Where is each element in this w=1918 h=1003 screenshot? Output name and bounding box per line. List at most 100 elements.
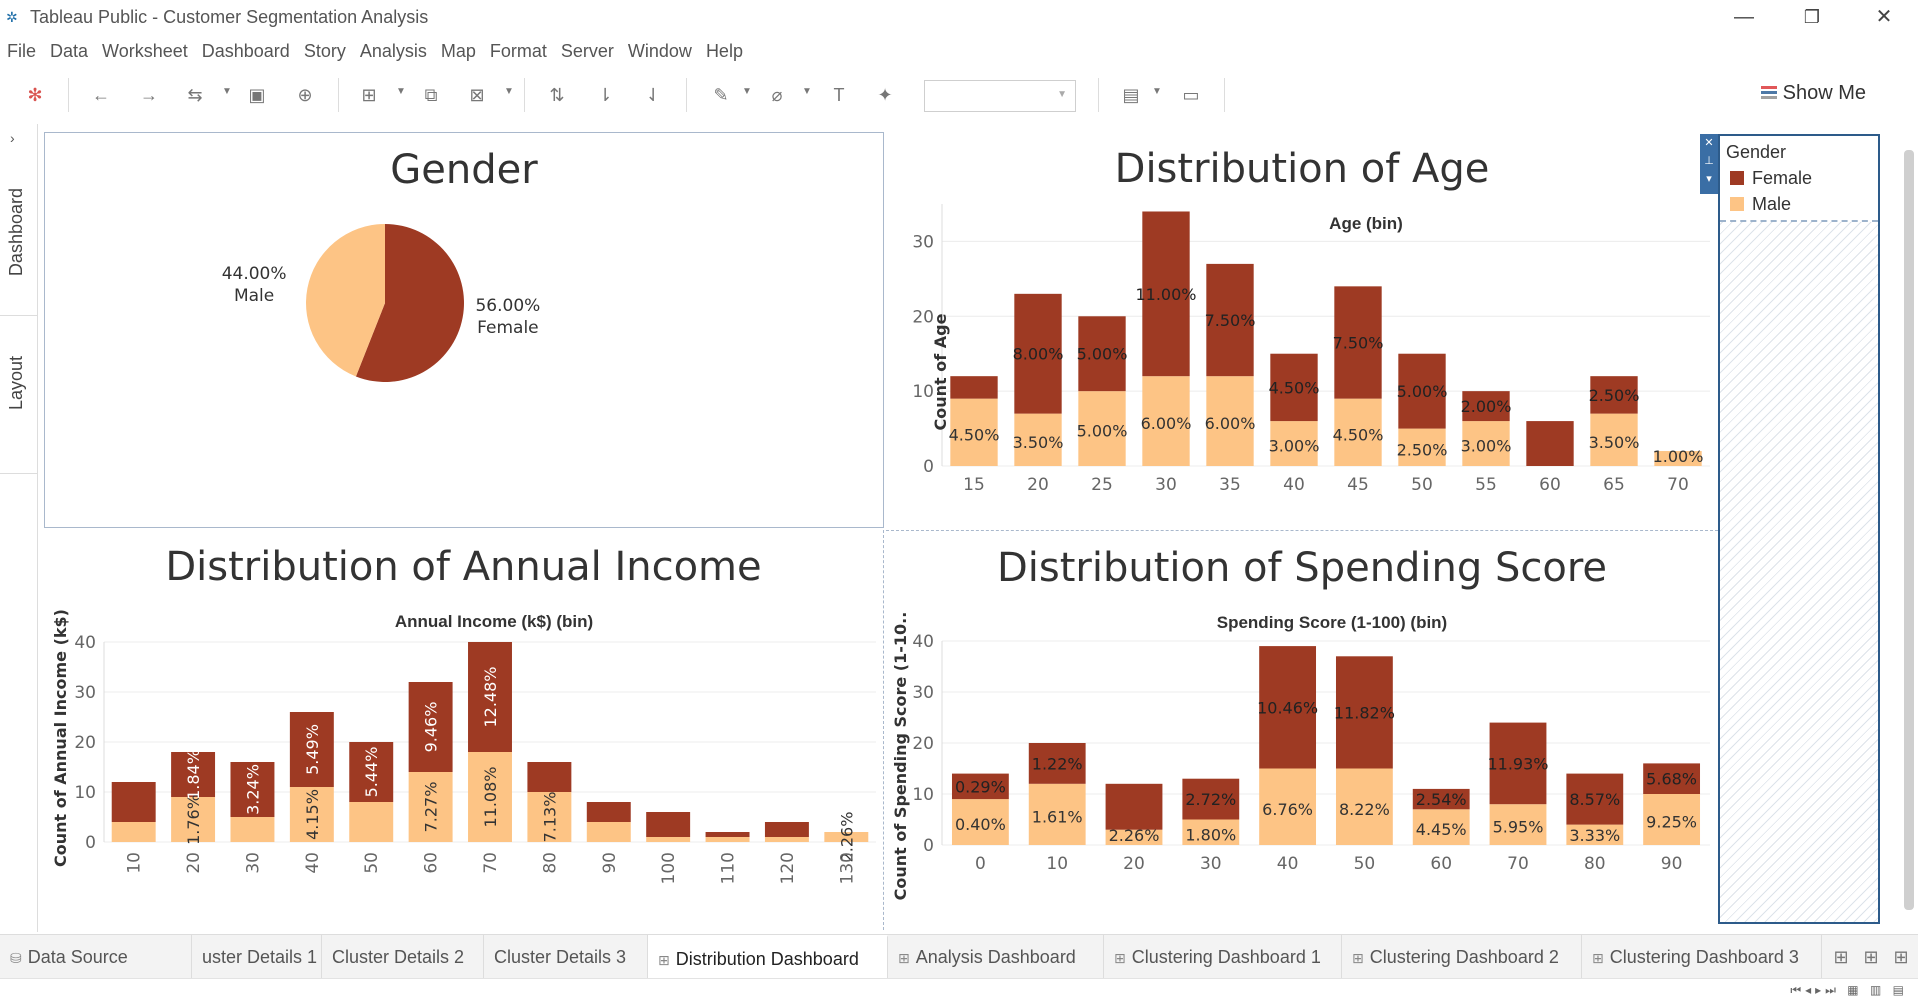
labels-icon[interactable]: T <box>833 85 845 105</box>
new-dashboard-icon[interactable]: ⊞ <box>1863 947 1879 967</box>
fix-axes-icon[interactable]: ✦ <box>877 85 893 105</box>
group-icon[interactable]: ⌀ <box>771 85 783 105</box>
chevron-down-icon[interactable]: ▾ <box>1706 173 1712 185</box>
menu-map[interactable]: Map <box>440 41 476 61</box>
toolbar-separator <box>1098 78 1099 112</box>
expand-chevron-icon[interactable]: › <box>10 130 15 146</box>
duplicate-sheet-icon[interactable]: ⧉ <box>424 85 438 105</box>
bar-female <box>705 832 750 837</box>
tab-clustering-dashboard-3[interactable]: ⊞ Clustering Dashboard 3 <box>1582 935 1822 979</box>
clear-sheet-icon[interactable]: ⊠ <box>469 85 485 105</box>
bar-male <box>1398 428 1446 466</box>
menu-server[interactable]: Server <box>560 41 614 61</box>
bar-female <box>408 682 453 772</box>
highlight-icon[interactable]: ✎ <box>713 85 729 105</box>
menu-story[interactable]: Story <box>303 41 346 61</box>
menu-file[interactable]: File <box>7 41 37 61</box>
dashboard-icon: ⊞ <box>1352 950 1364 966</box>
tab-layout[interactable]: Layout <box>0 316 38 474</box>
bar-label-male: 3.50% <box>1013 433 1064 452</box>
legend-item-female[interactable]: Female <box>1730 168 1812 189</box>
bar-label-male: 0.40% <box>955 815 1006 834</box>
tab-data-source[interactable]: ⛁ Data Source <box>0 935 192 979</box>
new-worksheet-icon[interactable]: ⊞ <box>361 85 377 105</box>
pin-icon[interactable]: ⊥ <box>1704 155 1714 167</box>
bar-label-male: 1.00% <box>1653 447 1704 466</box>
chevron-down-icon[interactable]: ▼ <box>222 86 232 97</box>
sort-descending-icon[interactable]: ⇃ <box>645 85 661 105</box>
restore-button[interactable]: ❐ <box>1803 7 1821 27</box>
bar-label-female: 2.00% <box>1461 397 1512 416</box>
tab-dashboard[interactable]: Dashboard <box>0 158 38 316</box>
scrollbar-thumb[interactable] <box>1904 150 1914 910</box>
show-cards-icon[interactable]: ▤ <box>1122 85 1140 105</box>
fit-dropdown[interactable]: ▼ <box>924 80 1076 112</box>
menu-worksheet[interactable]: Worksheet <box>102 41 188 61</box>
legend-label: Male <box>1752 194 1792 214</box>
bar-male <box>586 822 631 842</box>
toolbar-separator <box>338 78 339 112</box>
y-tick-label: 10 <box>912 785 934 805</box>
gender-title: Gender <box>390 147 538 193</box>
bar-female <box>1270 353 1318 422</box>
menu-analysis[interactable]: Analysis <box>359 41 427 61</box>
show-me-button[interactable]: Show Me <box>1760 82 1866 105</box>
menu-data[interactable]: Data <box>50 41 89 61</box>
redo-icon[interactable]: → <box>140 85 158 105</box>
menu-help[interactable]: Help <box>705 41 743 61</box>
tableau-home-icon[interactable]: ✻ <box>27 85 43 105</box>
bar-label-male: 1.61% <box>1032 807 1083 826</box>
gender-pie-chart[interactable]: 56.00%Female 44.00%Male <box>45 133 883 527</box>
legend-controls[interactable]: ✕ ⊥ ▾ <box>1700 134 1718 194</box>
sheet-navigation-icons[interactable]: ⏮◂▸⏭ ▦ ▥ ▤ <box>1790 983 1908 997</box>
bar-male <box>1590 413 1638 466</box>
x-tick-label: 20 <box>184 852 204 874</box>
swap-icon[interactable]: ⇅ <box>549 85 565 105</box>
spending-panel[interactable]: Distribution of Spending Score Spending … <box>886 530 1718 930</box>
x-tick-label: 55 <box>1475 475 1497 495</box>
close-icon[interactable]: ✕ <box>1704 137 1714 149</box>
show-me-label: Show Me <box>1782 82 1866 104</box>
new-data-source-icon[interactable]: ⊕ <box>297 85 313 105</box>
menu-window[interactable]: Window <box>627 41 692 61</box>
income-panel[interactable]: Distribution of Annual Income Annual Inc… <box>44 530 884 930</box>
presentation-mode-icon[interactable]: ▭ <box>1182 85 1200 105</box>
minimize-button[interactable]: — <box>1734 6 1754 28</box>
close-button[interactable]: ✕ <box>1875 6 1893 28</box>
save-icon[interactable]: ▣ <box>248 85 266 105</box>
bar-male <box>1028 783 1086 845</box>
menu-dashboard[interactable]: Dashboard <box>201 41 290 61</box>
x-tick-label: 25 <box>1091 475 1113 495</box>
chevron-down-icon[interactable]: ▼ <box>504 86 514 97</box>
bar-label-male: 5.95% <box>1493 818 1544 837</box>
tab-distribution-dashboard[interactable]: ⊞ Distribution Dashboard <box>648 935 888 979</box>
bar-male <box>289 787 334 842</box>
legend-item-male[interactable]: Male <box>1730 194 1791 215</box>
bar-label-male: 6.00% <box>1205 414 1256 433</box>
chevron-down-icon[interactable]: ▼ <box>396 86 406 97</box>
tab-cluster-details-3[interactable]: Cluster Details 3 <box>484 935 648 979</box>
tab-clustering-dashboard-2[interactable]: ⊞ Clustering Dashboard 2 <box>1342 935 1582 979</box>
gender-legend[interactable]: Gender Female Male <box>1718 134 1880 924</box>
gender-panel[interactable]: Gender 56.00% Female 44.00% Male <box>44 132 884 528</box>
age-title: Distribution of Age <box>1114 146 1490 192</box>
replay-icon[interactable]: ⇆ <box>187 85 203 105</box>
tab-analysis-dashboard[interactable]: ⊞ Analysis Dashboard <box>888 935 1104 979</box>
undo-icon[interactable]: ← <box>92 85 110 105</box>
tab-cluster-details-2[interactable]: Cluster Details 2 <box>322 935 484 979</box>
chevron-down-icon[interactable]: ▼ <box>802 86 812 97</box>
new-worksheet-icon[interactable]: ⊞ <box>1833 947 1849 967</box>
sort-ascending-icon[interactable]: ⇂ <box>597 85 613 105</box>
chevron-down-icon[interactable]: ▼ <box>742 86 752 97</box>
vertical-scrollbar[interactable] <box>1900 124 1918 932</box>
tab-clustering-dashboard-1[interactable]: ⊞ Clustering Dashboard 1 <box>1104 935 1342 979</box>
tab-cluster-details-1[interactable]: uster Details 1 <box>192 935 322 979</box>
new-story-icon[interactable]: ⊞ <box>1893 947 1909 967</box>
chevron-down-icon[interactable]: ▼ <box>1152 86 1162 97</box>
age-panel[interactable]: Distribution of Age Age (bin) 0 10 20 30 Cou… <box>886 132 1718 528</box>
menu-format[interactable]: Format <box>489 41 547 61</box>
bar-label-female: 2.54% <box>1416 790 1467 809</box>
